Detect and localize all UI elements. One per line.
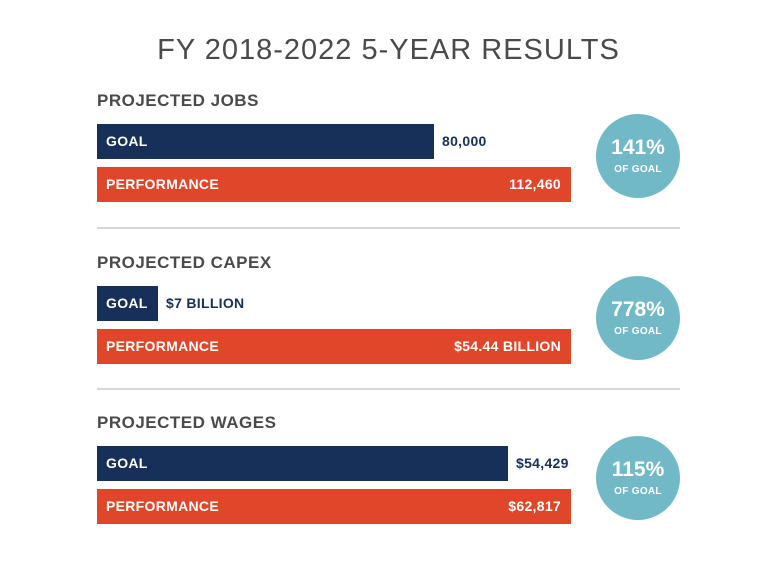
performance-bar-label: PERFORMANCE — [106, 176, 219, 192]
goal-bar: GOAL — [97, 286, 158, 321]
performance-bar: PERFORMANCE 112,460 — [97, 167, 571, 202]
percent-of-goal-value: 778% — [611, 298, 665, 321]
percent-of-goal-caption: OF GOAL — [614, 164, 662, 175]
percent-of-goal-badge: 141% OF GOAL — [596, 114, 680, 198]
goal-bar-label: GOAL — [106, 295, 148, 311]
goal-value-label: 80,000 — [442, 133, 487, 149]
percent-of-goal-value: 141% — [611, 136, 665, 159]
performance-value-label: $54.44 BILLION — [454, 338, 561, 354]
goal-value-label: $54,429 — [516, 455, 569, 471]
goal-bar: GOAL — [97, 446, 508, 481]
section-divider — [97, 388, 680, 390]
section-projected-jobs: PROJECTED JOBS GOAL 80,000 PERFORMANCE 1… — [0, 91, 777, 231]
section-label: PROJECTED JOBS — [97, 91, 259, 110]
section-projected-capex: PROJECTED CAPEX GOAL $7 BILLION PERFORMA… — [0, 253, 777, 393]
chart-title: FY 2018-2022 5-YEAR RESULTS — [157, 34, 620, 66]
performance-bar: PERFORMANCE $62,817 — [97, 489, 571, 524]
performance-value-label: $62,817 — [508, 498, 561, 514]
goal-bar-label: GOAL — [106, 455, 148, 471]
performance-value-label: 112,460 — [509, 176, 561, 192]
goal-bar-label: GOAL — [106, 133, 148, 149]
section-divider — [97, 227, 680, 229]
performance-bar: PERFORMANCE $54.44 BILLION — [97, 329, 571, 364]
percent-of-goal-caption: OF GOAL — [614, 326, 662, 337]
performance-bar-label: PERFORMANCE — [106, 338, 219, 354]
performance-bar-label: PERFORMANCE — [106, 498, 219, 514]
percent-of-goal-badge: 778% OF GOAL — [596, 276, 680, 360]
percent-of-goal-caption: OF GOAL — [614, 486, 662, 497]
percent-of-goal-value: 115% — [611, 458, 665, 481]
section-label: PROJECTED CAPEX — [97, 253, 272, 272]
goal-value-label: $7 BILLION — [166, 295, 245, 311]
percent-of-goal-badge: 115% OF GOAL — [596, 436, 680, 520]
section-projected-wages: PROJECTED WAGES GOAL $54,429 PERFORMANCE… — [0, 413, 777, 553]
goal-bar: GOAL — [97, 124, 434, 159]
section-label: PROJECTED WAGES — [97, 413, 277, 432]
